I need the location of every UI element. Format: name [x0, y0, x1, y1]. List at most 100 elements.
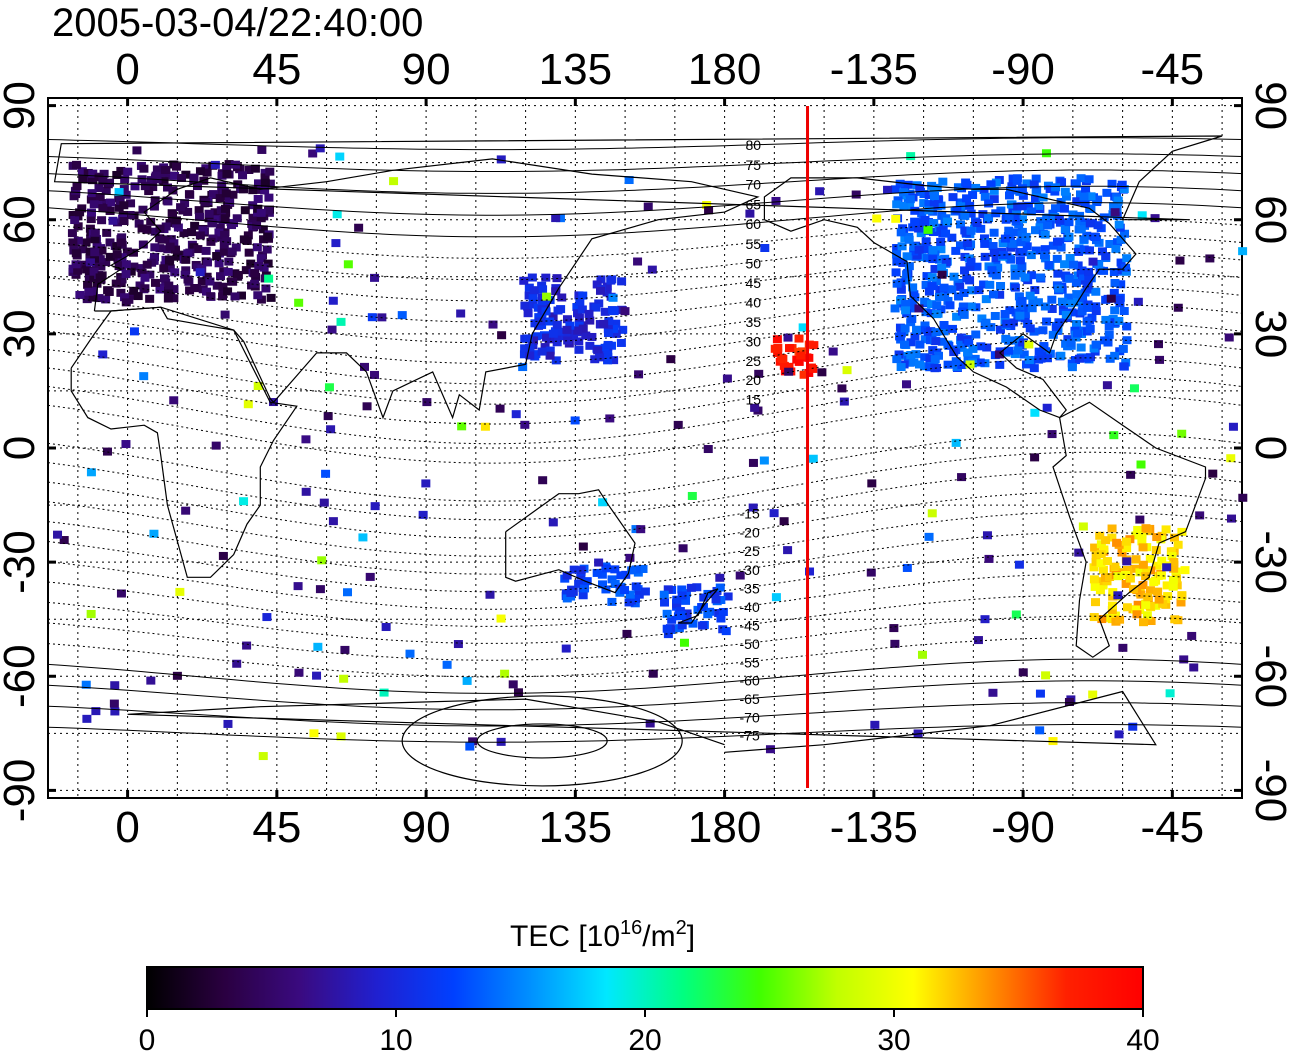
tec-dot: [837, 384, 847, 393]
tec-dot: [578, 324, 588, 333]
tec-dot: [180, 199, 190, 208]
tec-dot: [771, 593, 781, 602]
tec-dot: [900, 340, 910, 349]
mlat-contour: [47, 532, 1243, 593]
lat-tick-label: 30: [0, 309, 44, 358]
tec-dot: [1025, 291, 1035, 300]
tec-dot: [244, 165, 254, 174]
tec-dot: [101, 295, 111, 304]
tec-dot: [1052, 237, 1062, 246]
mlat-label: 65: [746, 196, 762, 212]
tec-dot: [137, 268, 147, 277]
tec-dot: [260, 173, 270, 182]
tec-dot: [86, 234, 96, 243]
tec-dot: [193, 245, 203, 254]
tec-dot: [68, 264, 78, 273]
tec-dot: [898, 224, 908, 233]
tec-dot: [1090, 233, 1100, 242]
tec-dot: [1057, 178, 1067, 187]
tec-dot: [258, 752, 268, 761]
tec-dot: [159, 264, 169, 273]
tec-dot: [86, 468, 96, 477]
tec-dot: [253, 291, 263, 300]
tec-dot: [99, 169, 109, 178]
tec-dot: [1007, 182, 1017, 191]
tec-dot: [548, 312, 558, 321]
tec-dot: [67, 229, 77, 238]
tec-dot: [83, 175, 93, 184]
tec-dot: [633, 257, 643, 266]
tec-dot: [576, 566, 586, 575]
tec-dot: [582, 577, 592, 586]
tec-dot: [137, 175, 147, 184]
tec-dot: [1040, 302, 1050, 311]
tec-dot: [1179, 655, 1189, 664]
tec-dot: [83, 280, 93, 289]
tec-dot: [1000, 234, 1010, 243]
mlat-pole-oval: [401, 695, 683, 787]
tec-dot: [1010, 271, 1020, 280]
tec-dot: [122, 247, 132, 256]
tec-dot: [904, 235, 914, 244]
tec-dot: [748, 458, 758, 467]
tec-dot: [248, 213, 258, 222]
tec-dot: [965, 276, 975, 285]
tec-dot: [155, 234, 165, 243]
tec-dot: [165, 242, 175, 251]
tec-dot: [1149, 578, 1159, 587]
tec-dot: [339, 674, 349, 683]
tec-dot: [1056, 351, 1066, 360]
tec-dot: [105, 178, 115, 187]
tec-dot: [1010, 283, 1020, 292]
tec-dot: [1014, 292, 1024, 301]
tec-dot: [1205, 254, 1215, 263]
tec-dot: [241, 266, 251, 275]
tec-dot: [799, 370, 809, 379]
tec-dot: [1023, 319, 1033, 328]
tec-dot: [1080, 199, 1090, 208]
tec-dot: [206, 237, 216, 246]
tec-dot: [972, 262, 982, 271]
tec-dot: [1089, 575, 1099, 584]
tec-dot: [95, 192, 105, 201]
mlat-contour: [47, 269, 1243, 323]
tec-dot: [585, 316, 595, 325]
tec-dot: [98, 204, 108, 213]
tec-dot: [1116, 258, 1126, 267]
tec-dot: [603, 350, 613, 359]
tec-dot: [134, 219, 144, 228]
tec-dot: [1060, 224, 1070, 233]
lat-tick-label: -60: [0, 644, 44, 708]
tec-dot: [266, 293, 276, 302]
tec-dot: [169, 294, 179, 303]
tec-dot: [101, 186, 111, 195]
tec-dot: [625, 590, 635, 599]
tec-dot: [966, 257, 976, 266]
tec-dot: [370, 370, 380, 379]
coastline: [763, 177, 1137, 419]
tec-dot: [129, 327, 139, 336]
tec-dot: [773, 348, 783, 357]
tec-dot: [119, 201, 129, 210]
tec-dot: [936, 227, 946, 236]
tec-dot: [982, 343, 992, 352]
tec-dot: [1111, 244, 1121, 253]
lat-tick-label: -90: [0, 759, 44, 823]
tec-dot: [149, 529, 159, 538]
tec-dot: [1068, 210, 1078, 219]
tec-dot: [617, 277, 627, 286]
tec-dot: [587, 332, 597, 341]
frame-tick-marks: [48, 98, 1242, 798]
tec-dot: [164, 286, 174, 295]
tec-dot: [97, 246, 107, 255]
tec-dot: [603, 356, 613, 365]
tec-dot: [1019, 350, 1029, 359]
tec-dot: [1116, 235, 1126, 244]
tec-dot: [891, 214, 901, 223]
tec-dot: [993, 263, 1003, 272]
tec-dot: [1109, 267, 1119, 276]
tec-dot: [1039, 342, 1049, 351]
tec-dot: [923, 245, 933, 254]
left-latitude-axis: 90 60 30 0 -30 -60 -90: [0, 81, 44, 822]
tec-dot: [85, 254, 95, 263]
